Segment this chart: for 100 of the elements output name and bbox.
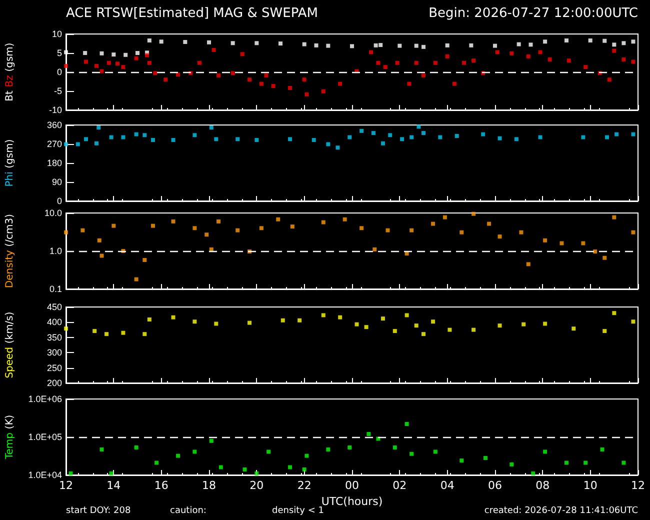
point xyxy=(207,40,211,44)
point xyxy=(566,58,571,63)
y-tick-label: 90 xyxy=(52,177,62,187)
point xyxy=(271,84,276,88)
point xyxy=(388,133,392,138)
x-tick-label: 12 xyxy=(631,479,645,492)
point xyxy=(298,318,302,322)
point xyxy=(410,452,414,456)
point xyxy=(342,217,347,222)
point xyxy=(76,142,80,146)
point xyxy=(410,228,414,232)
point xyxy=(543,40,548,44)
point xyxy=(276,217,280,222)
point xyxy=(147,38,152,42)
y-axis-title: (gsm) xyxy=(4,139,16,168)
point xyxy=(374,43,378,48)
point xyxy=(543,322,548,326)
point xyxy=(605,135,610,140)
point xyxy=(134,445,138,450)
point xyxy=(326,142,330,146)
point xyxy=(472,212,476,216)
point xyxy=(259,226,264,230)
point xyxy=(622,41,626,46)
point xyxy=(416,124,421,129)
x-tick-label: 06 xyxy=(488,479,502,492)
y-tick-label: 1.0 xyxy=(49,246,62,256)
x-axis-title: UTC(hours) xyxy=(321,494,383,508)
point xyxy=(145,53,150,58)
point xyxy=(498,234,502,239)
x-tick-label: 20 xyxy=(250,479,264,492)
point xyxy=(290,224,294,229)
point xyxy=(216,219,221,224)
point xyxy=(469,43,474,48)
point xyxy=(584,65,588,70)
point xyxy=(84,60,88,64)
point xyxy=(472,328,476,332)
point xyxy=(410,135,414,140)
y-tick-label: 300 xyxy=(46,348,62,358)
point xyxy=(259,82,264,86)
point xyxy=(171,219,176,224)
y-tick-label: 1.0E+05 xyxy=(28,432,62,442)
point xyxy=(142,332,147,336)
point xyxy=(147,60,152,65)
point xyxy=(526,54,530,58)
point xyxy=(400,137,404,142)
point xyxy=(631,40,636,44)
point xyxy=(288,465,292,470)
point xyxy=(522,322,526,326)
point xyxy=(510,51,514,56)
point xyxy=(376,60,380,65)
point xyxy=(64,326,68,331)
y-tick-label: 1.0E+06 xyxy=(28,394,62,404)
point xyxy=(493,44,497,48)
point xyxy=(134,277,138,282)
point xyxy=(136,51,140,55)
point xyxy=(312,138,316,142)
point xyxy=(150,224,155,228)
point xyxy=(442,215,447,220)
point xyxy=(454,134,459,138)
point xyxy=(602,256,607,260)
point xyxy=(472,58,476,63)
x-tick-label: 04 xyxy=(440,479,454,492)
point xyxy=(445,54,450,58)
point xyxy=(414,60,418,65)
point xyxy=(360,226,364,230)
point xyxy=(121,330,126,335)
point xyxy=(106,60,111,65)
point xyxy=(171,138,176,142)
point xyxy=(602,329,607,334)
point xyxy=(171,315,176,320)
text: Speed xyxy=(4,346,16,378)
point xyxy=(134,132,138,136)
point xyxy=(460,458,464,463)
point xyxy=(84,137,88,142)
point xyxy=(404,422,409,426)
text: created: 2026-07-28 11:41:06UTC xyxy=(484,506,638,516)
point xyxy=(280,318,285,322)
point xyxy=(288,86,292,90)
point xyxy=(192,450,197,454)
y-tick-label: 0 xyxy=(56,196,62,206)
point xyxy=(124,52,128,57)
point xyxy=(109,471,114,476)
point xyxy=(100,69,104,74)
point xyxy=(433,450,438,454)
point xyxy=(581,135,586,140)
point xyxy=(321,220,326,224)
point xyxy=(612,311,616,316)
point xyxy=(498,324,502,328)
point xyxy=(602,38,607,43)
point xyxy=(538,50,542,54)
point xyxy=(398,44,402,48)
point xyxy=(104,332,109,336)
point xyxy=(204,232,209,237)
point xyxy=(192,320,197,324)
point xyxy=(326,447,330,452)
point xyxy=(392,329,397,334)
point xyxy=(422,332,426,336)
text: caution: xyxy=(170,506,206,516)
point xyxy=(183,40,188,44)
point xyxy=(209,126,214,130)
